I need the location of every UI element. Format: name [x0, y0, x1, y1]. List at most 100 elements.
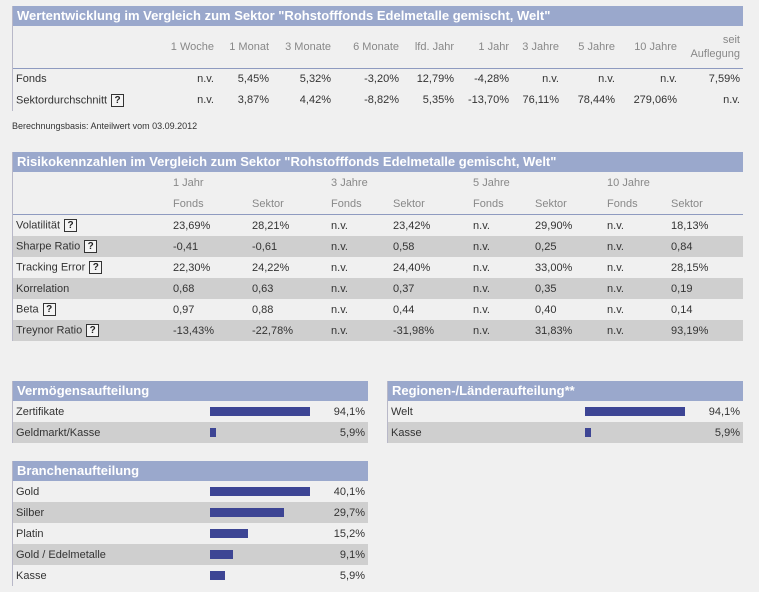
row-label: Fonds: [16, 73, 47, 85]
period-header: 5 Jahre: [473, 176, 510, 189]
value-cell: n.v.: [607, 303, 624, 316]
allocation-value: 94,1%: [333, 405, 365, 418]
value-cell: n.v.: [473, 219, 490, 232]
value-cell: n.v.: [331, 324, 348, 337]
value-cell: 0,44: [393, 303, 415, 316]
value-cell: n.v.: [331, 261, 348, 274]
value-cell: -22,78%: [252, 324, 293, 337]
risk-row: Tracking Error? 22,30% 24,22% n.v. 24,40% n.v…: [13, 257, 743, 278]
risk-row: Treynor Ratio? -13,43% -22,78% n.v. -31,98% n…: [13, 320, 743, 341]
risk-row: Sharpe Ratio? -0,41 -0,61 n.v. 0,58 n.v. 0,25 n…: [13, 236, 743, 257]
value-cell: 4,42%: [299, 94, 331, 106]
value-cell: 0,58: [393, 240, 415, 253]
allocation-label: Geldmarkt/Kasse: [16, 426, 101, 439]
allocation-value: 9,1%: [339, 548, 365, 561]
value-cell: -0,41: [173, 240, 199, 253]
help-icon[interactable]: ?: [42, 303, 56, 316]
row-label: Sektordurchschnitt: [16, 93, 108, 106]
allocation-value: 40,1%: [333, 485, 365, 498]
value-cell: -31,98%: [393, 324, 434, 337]
value-cell: 93,19%: [671, 324, 709, 337]
row-label: Sharpe Ratio: [16, 240, 81, 253]
allocation-bar-cell: [207, 523, 318, 544]
value-cell: n.v.: [607, 240, 624, 253]
col-header: 5 Jahre: [562, 26, 618, 69]
allocation-bar-cell: [582, 401, 693, 422]
allocation-row: Kasse 5,9%: [388, 422, 743, 443]
asset-allocation-table: Zertifikate 94,1% Geldmarkt/Kasse 5,9%: [13, 401, 368, 443]
col-header: 3 Jahre: [512, 26, 562, 69]
allocation-label: Kasse: [16, 569, 47, 582]
col-header-line: Auflegung: [690, 47, 740, 60]
value-cell: 28,21%: [252, 219, 290, 232]
help-icon[interactable]: ?: [84, 240, 98, 253]
allocation-bar-cell: [207, 401, 318, 422]
allocation-row: Gold / Edelmetalle 9,1%: [13, 544, 368, 565]
risk-section: Risikokennzahlen im Vergleich zum Sektor…: [12, 152, 743, 341]
value-cell: 31,83%: [535, 324, 573, 337]
allocation-row: Platin 15,2%: [13, 523, 368, 544]
allocation-bar: [210, 550, 233, 560]
row-label-cell: Fonds: [13, 68, 155, 90]
col-header: 6 Monate: [334, 26, 402, 69]
row-label-cell: Sektordurchschnitt?: [13, 90, 155, 111]
value-cell: 5,32%: [299, 73, 331, 85]
value-cell: 0,25: [535, 240, 557, 253]
value-cell: 279,06%: [633, 94, 677, 106]
value-cell: 29,90%: [535, 219, 573, 232]
help-icon[interactable]: ?: [89, 261, 103, 274]
value-cell: -3,20%: [364, 73, 399, 85]
performance-row: Sektordurchschnitt? n.v. 3,87% 4,42% -8,82% 5…: [13, 90, 743, 111]
value-cell: 76,11%: [522, 94, 560, 106]
col-header: 1 Woche: [155, 26, 217, 69]
value-cell: n.v.: [660, 73, 677, 85]
value-cell: n.v.: [473, 240, 490, 253]
value-cell: -13,70%: [468, 94, 509, 106]
value-cell: 5,45%: [237, 73, 269, 85]
allocation-row: Geldmarkt/Kasse 5,9%: [13, 422, 368, 443]
help-icon[interactable]: ?: [111, 93, 125, 107]
region-allocation-title: Regionen-/Länderaufteilung**: [388, 381, 743, 401]
value-cell: 22,30%: [173, 261, 211, 274]
value-cell: 24,40%: [393, 261, 431, 274]
allocation-value: 5,9%: [339, 426, 365, 439]
value-cell: n.v.: [331, 219, 348, 232]
col-header: 10 Jahre: [618, 26, 680, 69]
risk-subheader-row: Fonds Sektor Fonds Sektor Fonds Sektor F…: [13, 193, 743, 215]
period-header: 1 Jahr: [173, 176, 204, 189]
performance-section: Wertentwicklung im Vergleich zum Sektor …: [12, 6, 743, 111]
col-header-line: seit: [722, 33, 740, 46]
help-icon[interactable]: ?: [64, 219, 78, 232]
calculation-basis-note: Berechnungsbasis: Anteilwert vom 03.09.2…: [12, 121, 198, 131]
asset-allocation-section: Vermögensaufteilung Zertifikate 94,1% Geld…: [12, 381, 368, 443]
sector-allocation-title: Branchenaufteilung: [13, 461, 368, 481]
risk-period-row: 1 Jahr 3 Jahre 5 Jahre 10 Jahre: [13, 172, 743, 193]
value-cell: n.v.: [331, 282, 348, 295]
value-cell: 7,59%: [708, 73, 740, 85]
allocation-value: 94,1%: [708, 405, 740, 418]
value-cell: -0,61: [252, 240, 278, 253]
allocation-label: Zertifikate: [16, 405, 65, 418]
allocation-bar: [210, 487, 310, 497]
performance-header-row: 1 Woche 1 Monat 3 Monate 6 Monate lfd. J…: [13, 26, 743, 69]
allocation-row: Silber 29,7%: [13, 502, 368, 523]
col-header: lfd. Jahr: [402, 26, 457, 69]
allocation-bar-cell: [582, 422, 693, 443]
sector-allocation-table: Gold 40,1% Silber 29,7% Platin 15,2% Gold / Ed…: [13, 481, 368, 586]
value-cell: -8,82%: [364, 94, 399, 106]
value-cell: 0,40: [535, 303, 557, 316]
row-label-cell: Treynor Ratio?: [13, 320, 170, 341]
asset-allocation-title: Vermögensaufteilung: [13, 381, 368, 401]
allocation-row: Zertifikate 94,1%: [13, 401, 368, 422]
row-label-cell: Korrelation: [13, 278, 170, 299]
row-label: Volatilität: [16, 219, 61, 232]
value-cell: 23,42%: [393, 219, 431, 232]
value-cell: 0,84: [671, 240, 693, 253]
value-cell: 12,79%: [416, 73, 454, 85]
allocation-row: Kasse 5,9%: [13, 565, 368, 586]
value-cell: n.v.: [331, 240, 348, 253]
col-header: 1 Monat: [217, 26, 272, 69]
help-icon[interactable]: ?: [86, 324, 100, 337]
value-cell: n.v.: [607, 282, 624, 295]
allocation-row: Welt 94,1%: [388, 401, 743, 422]
